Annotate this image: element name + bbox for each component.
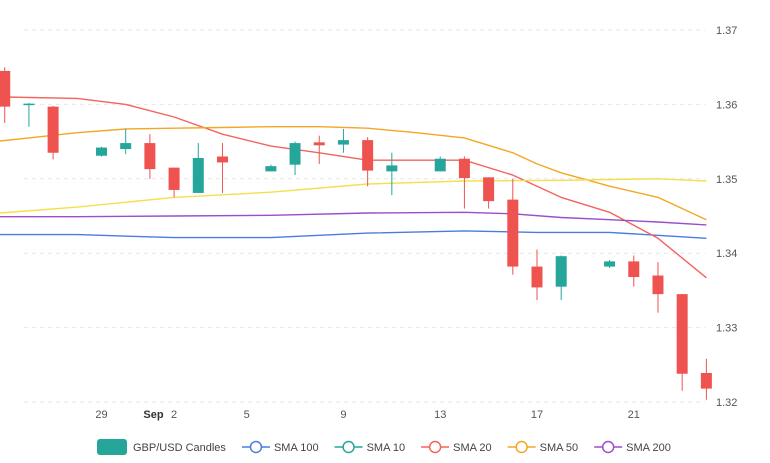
candle-body: [23, 103, 35, 106]
candle-down: [676, 294, 688, 391]
candle-body: [555, 256, 567, 287]
candle-down: [313, 135, 325, 164]
circle-marker-icon: [428, 440, 442, 454]
candle-down: [652, 262, 664, 313]
y-tick-label: 1.32: [716, 397, 737, 409]
sma-line-sma-20: [0, 96, 707, 279]
candle-body: [192, 157, 204, 193]
candle-up: [555, 255, 567, 301]
legend[interactable]: GBP/USD Candles SMA 100 SMA 10 SMA 20 SMA 50…: [97, 439, 671, 455]
candle-down: [0, 67, 11, 123]
candle-body: [289, 143, 301, 165]
sma-line-sma-200: [0, 211, 707, 226]
y-tick-label: 1.35: [716, 174, 737, 186]
candle-body: [265, 166, 277, 172]
candle-up: [434, 156, 446, 172]
candle-up: [120, 128, 132, 155]
candle-up: [96, 146, 107, 157]
legend-label: SMA 50: [540, 442, 579, 454]
legend-label: GBP/USD Candles: [133, 442, 226, 454]
x-tick-label: 29: [95, 409, 107, 421]
candle-down: [507, 178, 519, 275]
candle-body: [168, 167, 180, 190]
sma-lines: [0, 96, 707, 279]
candle-up: [337, 128, 349, 153]
candle-up: [604, 259, 616, 269]
candle-body: [96, 147, 107, 156]
candle-up: [386, 152, 398, 196]
candle-body: [144, 143, 156, 170]
candle-up: [192, 143, 204, 193]
x-tick-label: 17: [531, 409, 543, 421]
candle-body: [628, 261, 640, 278]
y-tick-label: 1.37: [716, 25, 737, 37]
candle-down: [628, 255, 640, 287]
candle-body: [483, 177, 495, 202]
y-tick-label: 1.36: [716, 99, 737, 111]
circle-marker-icon: [342, 440, 355, 454]
candle-legend-icon: [97, 439, 127, 455]
candle-body: [313, 142, 325, 146]
x-tick-label: 9: [340, 409, 346, 421]
candle-body: [676, 294, 688, 374]
legend-item-sma-200[interactable]: SMA 200: [594, 440, 671, 455]
candle-down: [700, 358, 712, 400]
legend-label: SMA 200: [626, 442, 671, 454]
candle-body: [120, 143, 132, 150]
circle-marker-icon: [515, 440, 528, 454]
candle-down: [362, 137, 374, 187]
candle-body: [434, 158, 446, 172]
y-axis-ticks: 1.32 1.33 1.34 1.35 1.36 1.37: [716, 25, 737, 409]
candle-down: [168, 167, 180, 198]
x-axis-ticks: 29 Sep 2 5 9 13 17 21: [95, 409, 640, 421]
legend-label: SMA 10: [367, 442, 406, 454]
sma-line-sma-100: [0, 230, 707, 239]
x-tick-label: Sep: [143, 409, 163, 421]
x-tick-label: 13: [434, 409, 446, 421]
y-tick-label: 1.34: [716, 248, 737, 260]
legend-item-sma-10[interactable]: SMA 10: [334, 440, 406, 455]
candle-down: [216, 143, 228, 193]
candle-body: [337, 140, 349, 145]
candle-body: [700, 372, 712, 389]
candle-down: [483, 177, 495, 209]
candle-down: [531, 249, 543, 301]
candle-body: [386, 165, 398, 172]
circle-marker-icon: [601, 440, 615, 454]
candle-body: [47, 106, 59, 153]
legend-item-sma-50[interactable]: SMA 50: [507, 440, 579, 455]
sma-line-sma-50: [0, 125, 707, 221]
x-tick-label: 2: [171, 409, 177, 421]
candle-body: [458, 158, 470, 179]
candle-body: [604, 261, 616, 267]
candle-body: [531, 266, 543, 288]
candle-body: [362, 140, 374, 171]
candle-body: [652, 275, 664, 295]
x-tick-label: 5: [244, 409, 250, 421]
x-tick-label: 21: [628, 409, 640, 421]
candle-up: [23, 102, 35, 127]
grid-lines: [24, 29, 705, 403]
circle-marker-icon: [249, 440, 263, 454]
candle-body: [0, 70, 11, 107]
legend-label: SMA 20: [453, 442, 492, 454]
candle-up: [265, 164, 277, 172]
candle-down: [47, 105, 59, 160]
candle-body: [216, 156, 228, 163]
sma-line-sma-50-yellow-: [0, 178, 707, 214]
candle-body: [507, 199, 519, 267]
candles: [0, 67, 712, 400]
candle-up: [289, 141, 301, 176]
y-tick-label: 1.33: [716, 323, 737, 335]
legend-label: SMA 100: [274, 442, 319, 454]
legend-item-gbp-usd-candles[interactable]: GBP/USD Candles: [97, 439, 226, 455]
legend-item-sma-100[interactable]: SMA 100: [241, 440, 319, 455]
candle-down: [144, 134, 156, 179]
legend-item-sma-20[interactable]: SMA 20: [421, 440, 492, 455]
candle-down: [458, 156, 470, 209]
